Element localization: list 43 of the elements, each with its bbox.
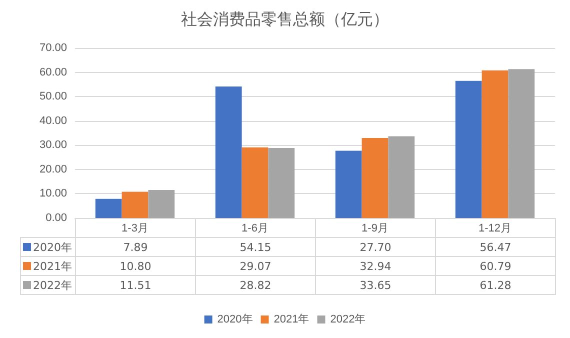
y-tick-label: 30.00 [39, 139, 67, 152]
y-tick-label: 70.00 [39, 42, 67, 54]
bar [122, 192, 148, 218]
data-label: 11.51 [76, 276, 196, 294]
x-tick-label: 1-3月 [122, 222, 148, 234]
legend-label: 2022年 [330, 314, 366, 326]
data-label: 29.07 [196, 256, 316, 276]
bar [388, 136, 415, 218]
y-tick-label: 10.00 [39, 188, 67, 200]
data-label: 27.70 [316, 238, 436, 256]
bar [455, 80, 482, 218]
data-label: 60.79 [436, 256, 556, 276]
data-label: 7.89 [76, 238, 196, 256]
chart-title: 社会消费品零售总额（亿元） [181, 10, 389, 28]
bar [215, 86, 242, 218]
bar [482, 70, 508, 218]
data-label: 61.28 [436, 276, 556, 294]
y-tick-label: 20.00 [39, 163, 67, 176]
data-label: 33.65 [316, 276, 436, 294]
bar [268, 148, 295, 218]
legend-label: 2020年 [20, 238, 76, 256]
bar [335, 150, 362, 218]
x-tick-label: 1-6月 [242, 222, 268, 234]
y-tick-label: 0.00 [46, 212, 67, 224]
data-label: 54.15 [196, 238, 316, 256]
text: 2020年 [217, 314, 253, 326]
data-label: 28.82 [196, 276, 316, 294]
y-tick-label: 40.00 [39, 114, 67, 127]
bar [148, 190, 175, 218]
x-tick-label: 1-12月 [478, 222, 512, 234]
y-tick-label: 50.00 [39, 90, 67, 103]
x-tick-label: 1-9月 [362, 222, 388, 234]
bar [508, 69, 535, 218]
text: 2022年 [33, 278, 72, 292]
text: 2021年 [274, 314, 310, 326]
bar [362, 138, 388, 218]
bar [242, 147, 268, 218]
data-label: 56.47 [436, 238, 556, 256]
data-label: 10.80 [76, 256, 196, 276]
data-label: 32.94 [316, 256, 436, 276]
y-tick-label: 60.00 [39, 66, 67, 78]
legend-label: 2021年 [20, 256, 76, 276]
bar [95, 198, 122, 218]
